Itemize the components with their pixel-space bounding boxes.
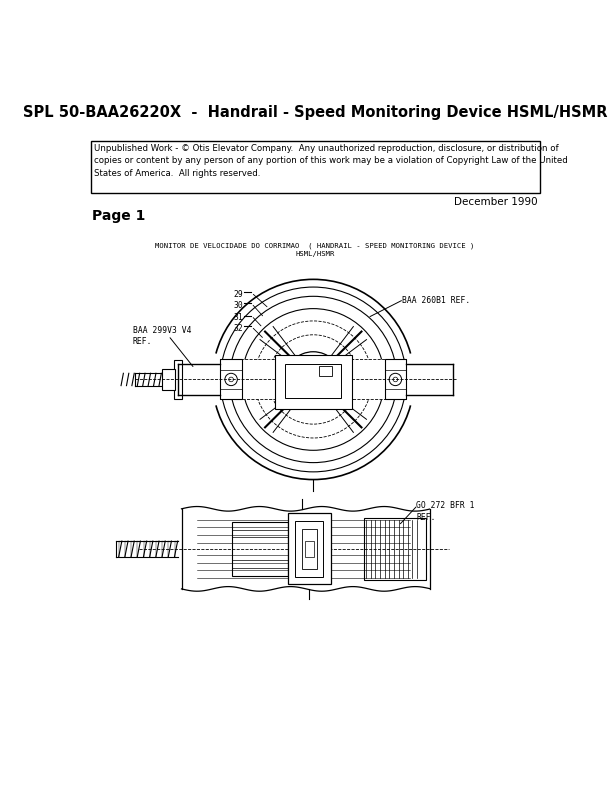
Bar bbox=[274, 355, 352, 409]
Text: GO 272 BFR 1
REF.: GO 272 BFR 1 REF. bbox=[416, 501, 475, 522]
Text: December 1990: December 1990 bbox=[454, 197, 538, 207]
Bar bbox=[285, 364, 341, 398]
Bar bbox=[288, 514, 331, 584]
Text: 29: 29 bbox=[234, 290, 244, 299]
Text: SPL 50-BAA26220X  -  Handrail - Speed Monitoring Device HSML/HSMR: SPL 50-BAA26220X - Handrail - Speed Moni… bbox=[23, 105, 607, 120]
Text: BAA 299V3 V4
REF.: BAA 299V3 V4 REF. bbox=[133, 325, 191, 347]
Circle shape bbox=[229, 377, 234, 381]
Text: Page 1: Page 1 bbox=[92, 209, 146, 222]
Bar bbox=[162, 369, 175, 390]
Bar bbox=[363, 518, 426, 580]
Text: BAA 260B1 REF.: BAA 260B1 REF. bbox=[402, 296, 470, 304]
Bar bbox=[232, 522, 288, 576]
Bar bbox=[384, 359, 407, 400]
Text: 31: 31 bbox=[234, 314, 244, 322]
Bar bbox=[220, 359, 242, 400]
Bar bbox=[174, 360, 181, 399]
Bar bbox=[295, 521, 323, 577]
Circle shape bbox=[225, 374, 237, 385]
Text: Unpublished Work - © Otis Elevator Company.  Any unauthorized reproduction, disc: Unpublished Work - © Otis Elevator Compa… bbox=[94, 144, 568, 178]
Text: HSML/HSMR: HSML/HSMR bbox=[295, 251, 335, 257]
Bar bbox=[319, 366, 332, 377]
Circle shape bbox=[393, 377, 398, 381]
Circle shape bbox=[389, 374, 402, 385]
Text: 30: 30 bbox=[234, 301, 244, 310]
Bar bbox=[304, 541, 314, 556]
Bar bbox=[220, 359, 407, 400]
Bar bbox=[301, 529, 317, 569]
Bar bbox=[91, 141, 539, 193]
Text: 32: 32 bbox=[234, 324, 244, 333]
Text: MONITOR DE VELOCIDADE DO CORRIMAO  ( HANDRAIL - SPEED MONITORING DEVICE ): MONITOR DE VELOCIDADE DO CORRIMAO ( HAND… bbox=[155, 243, 475, 249]
